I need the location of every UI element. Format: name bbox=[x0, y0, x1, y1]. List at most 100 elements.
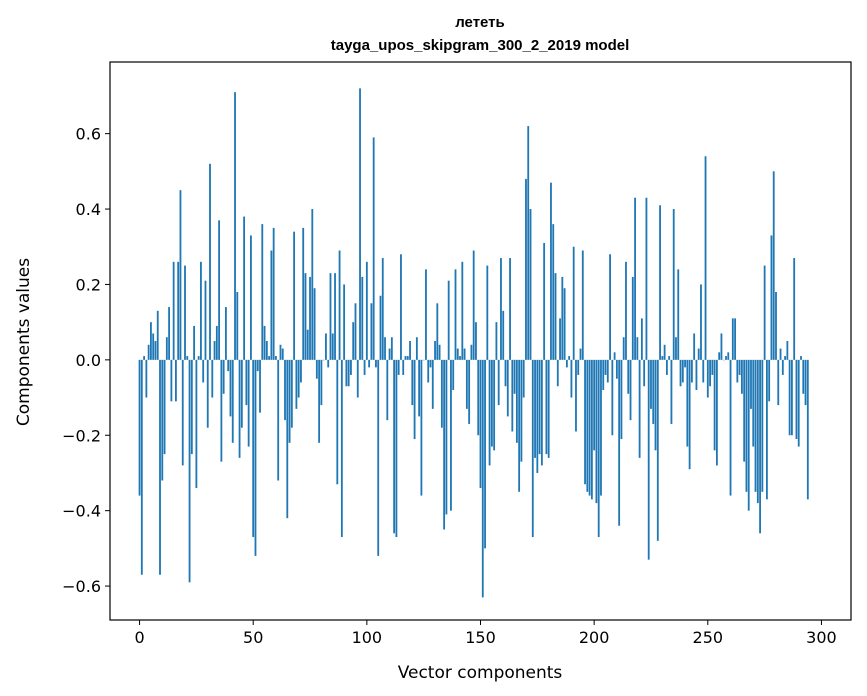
bar bbox=[584, 359, 586, 485]
bar bbox=[236, 291, 239, 360]
bar bbox=[247, 359, 250, 447]
bar bbox=[581, 250, 584, 360]
bar bbox=[434, 341, 436, 360]
bar bbox=[509, 258, 511, 360]
x-tick-label: 100 bbox=[352, 628, 383, 647]
bar bbox=[440, 359, 443, 428]
bar bbox=[747, 359, 750, 511]
bar bbox=[195, 359, 198, 489]
bar bbox=[277, 359, 280, 481]
bar bbox=[411, 359, 414, 406]
bar bbox=[572, 246, 575, 360]
bar bbox=[463, 348, 466, 360]
bar bbox=[709, 359, 711, 387]
bar bbox=[777, 359, 780, 406]
bar bbox=[638, 359, 641, 458]
bar bbox=[734, 318, 736, 360]
bar bbox=[568, 356, 571, 360]
bar bbox=[804, 359, 807, 406]
bar bbox=[165, 337, 168, 360]
bar bbox=[634, 197, 636, 360]
bar bbox=[370, 303, 373, 360]
bar bbox=[556, 359, 559, 387]
bar bbox=[515, 359, 518, 443]
bar bbox=[218, 220, 221, 360]
bar bbox=[645, 197, 648, 360]
bar bbox=[552, 224, 555, 360]
bar bbox=[756, 359, 759, 504]
bar bbox=[611, 359, 614, 436]
x-tick-label: 50 bbox=[243, 628, 263, 647]
bar bbox=[779, 348, 782, 360]
x-tick-label: 0 bbox=[134, 628, 144, 647]
bar bbox=[386, 359, 389, 421]
bar bbox=[220, 359, 223, 462]
bar bbox=[256, 359, 259, 372]
bar bbox=[252, 359, 255, 538]
bar bbox=[795, 359, 798, 440]
bar bbox=[670, 359, 673, 424]
bar bbox=[609, 254, 611, 360]
bar bbox=[563, 288, 566, 360]
bar bbox=[559, 318, 561, 360]
bar bbox=[409, 341, 411, 360]
x-axis-ticks: 0 50 100 150 200 250 300 bbox=[134, 620, 837, 647]
bar bbox=[338, 250, 341, 360]
bar bbox=[181, 359, 184, 466]
bar bbox=[650, 359, 652, 409]
bar bbox=[406, 356, 409, 360]
bar bbox=[415, 337, 418, 360]
bar bbox=[365, 261, 368, 360]
bar bbox=[502, 310, 505, 360]
bar bbox=[627, 359, 630, 394]
bar bbox=[570, 359, 573, 398]
bar bbox=[190, 359, 193, 455]
bar bbox=[309, 276, 311, 360]
bar bbox=[418, 359, 421, 417]
bar bbox=[770, 235, 773, 360]
bar bbox=[656, 359, 659, 541]
bar bbox=[320, 359, 323, 406]
bar bbox=[461, 261, 464, 360]
bar bbox=[388, 348, 391, 360]
bar bbox=[613, 352, 616, 360]
x-tick-label: 250 bbox=[693, 628, 724, 647]
bar bbox=[177, 261, 180, 360]
bar bbox=[356, 359, 359, 398]
bar bbox=[772, 171, 775, 360]
bar bbox=[445, 359, 448, 515]
bar bbox=[700, 284, 702, 360]
bar bbox=[468, 359, 471, 424]
bar bbox=[806, 359, 809, 500]
bar bbox=[545, 359, 548, 455]
bar bbox=[206, 359, 209, 428]
x-tick-label: 150 bbox=[465, 628, 496, 647]
bar bbox=[718, 352, 721, 360]
x-tick-label: 200 bbox=[579, 628, 610, 647]
bar bbox=[518, 359, 521, 492]
bar bbox=[620, 359, 623, 440]
bar bbox=[168, 307, 171, 360]
bar bbox=[402, 359, 405, 375]
bar bbox=[740, 359, 743, 394]
bar bbox=[350, 359, 352, 375]
bar bbox=[213, 341, 216, 360]
bar bbox=[475, 322, 477, 360]
bar bbox=[288, 359, 291, 443]
bar bbox=[797, 359, 800, 447]
bar bbox=[431, 359, 434, 409]
bar bbox=[284, 359, 286, 421]
bar bbox=[138, 359, 141, 496]
bar bbox=[290, 359, 293, 428]
bar bbox=[390, 337, 393, 360]
bar bbox=[784, 356, 786, 360]
bar bbox=[522, 359, 525, 398]
bar bbox=[484, 359, 486, 549]
bar bbox=[602, 359, 605, 391]
bar bbox=[465, 359, 468, 409]
bar bbox=[606, 359, 609, 383]
bar bbox=[590, 359, 593, 500]
bar bbox=[159, 359, 161, 575]
bar bbox=[472, 250, 475, 360]
bar bbox=[193, 325, 196, 360]
